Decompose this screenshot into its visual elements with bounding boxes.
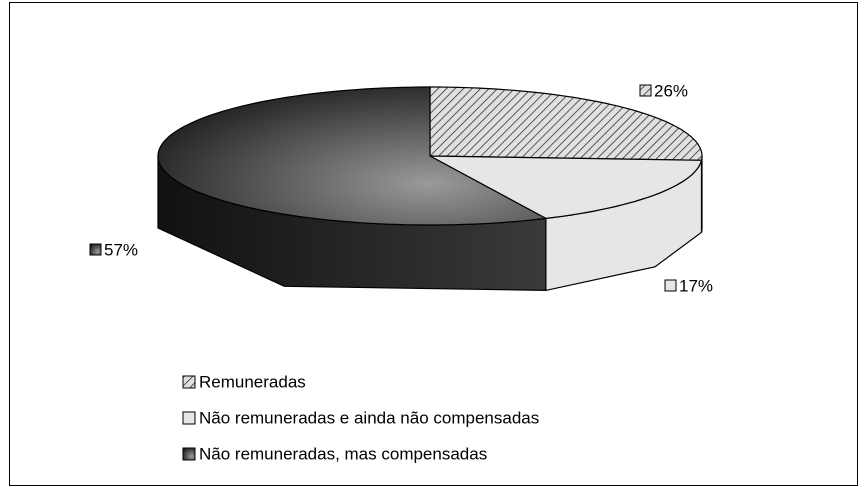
label-swatch: [89, 243, 102, 256]
data-label: 26%: [654, 81, 688, 100]
legend-swatch: [182, 447, 196, 461]
legend-label: Não remuneradas e ainda não compensadas: [199, 408, 539, 427]
pie-slice: [429, 155, 703, 220]
pie-slice: [157, 86, 548, 226]
pie-slice: [429, 86, 703, 161]
legend-swatch: [182, 375, 196, 389]
data-label: 17%: [679, 276, 713, 295]
legend-label: Remuneradas: [199, 372, 306, 391]
data-label: 57%: [104, 240, 138, 259]
legend-swatch: [182, 411, 196, 425]
legend-label: Não remuneradas, mas compensadas: [199, 444, 487, 463]
label-swatch: [639, 84, 652, 97]
label-swatch: [664, 279, 677, 292]
